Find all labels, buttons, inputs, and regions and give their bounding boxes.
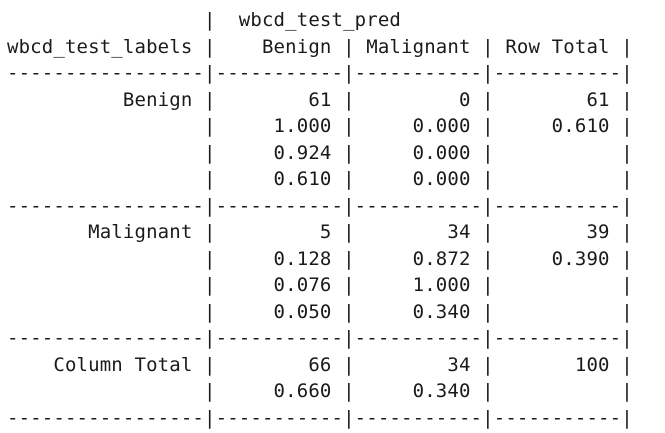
separator-line: -----------------|-----------|----------…	[7, 406, 633, 429]
benign-col-proportion-line: | 0.924 | 0.000 | |	[7, 141, 633, 164]
malignant-count-line: Malignant | 5 | 34 | 39 |	[7, 221, 633, 243]
malignant-total-proportion-line: | 0.050 | 0.340 | |	[7, 300, 633, 323]
column-headers-line: wbcd_test_labels | Benign | Malignant | …	[7, 35, 633, 58]
malignant-row-proportion-line: | 0.128 | 0.872 | 0.390 |	[7, 247, 633, 270]
column-variable-header-line: | wbcd_test_pred	[7, 9, 402, 31]
separator-line: -----------------|-----------|----------…	[7, 194, 633, 217]
malignant-col-proportion-line: | 0.076 | 1.000 | |	[7, 274, 633, 296]
separator-line: -----------------|-----------|----------…	[7, 62, 633, 84]
column-total-count-line: Column Total | 66 | 34 | 100 |	[7, 353, 633, 376]
column-total-proportion-line: | 0.660 | 0.340 | |	[7, 380, 633, 402]
benign-count-line: Benign | 61 | 0 | 61 |	[7, 88, 633, 111]
benign-row-proportion-line: | 1.000 | 0.000 | 0.610 |	[7, 115, 633, 137]
benign-total-proportion-line: | 0.610 | 0.000 | |	[7, 168, 633, 190]
separator-line: -----------------|-----------|----------…	[7, 327, 633, 349]
